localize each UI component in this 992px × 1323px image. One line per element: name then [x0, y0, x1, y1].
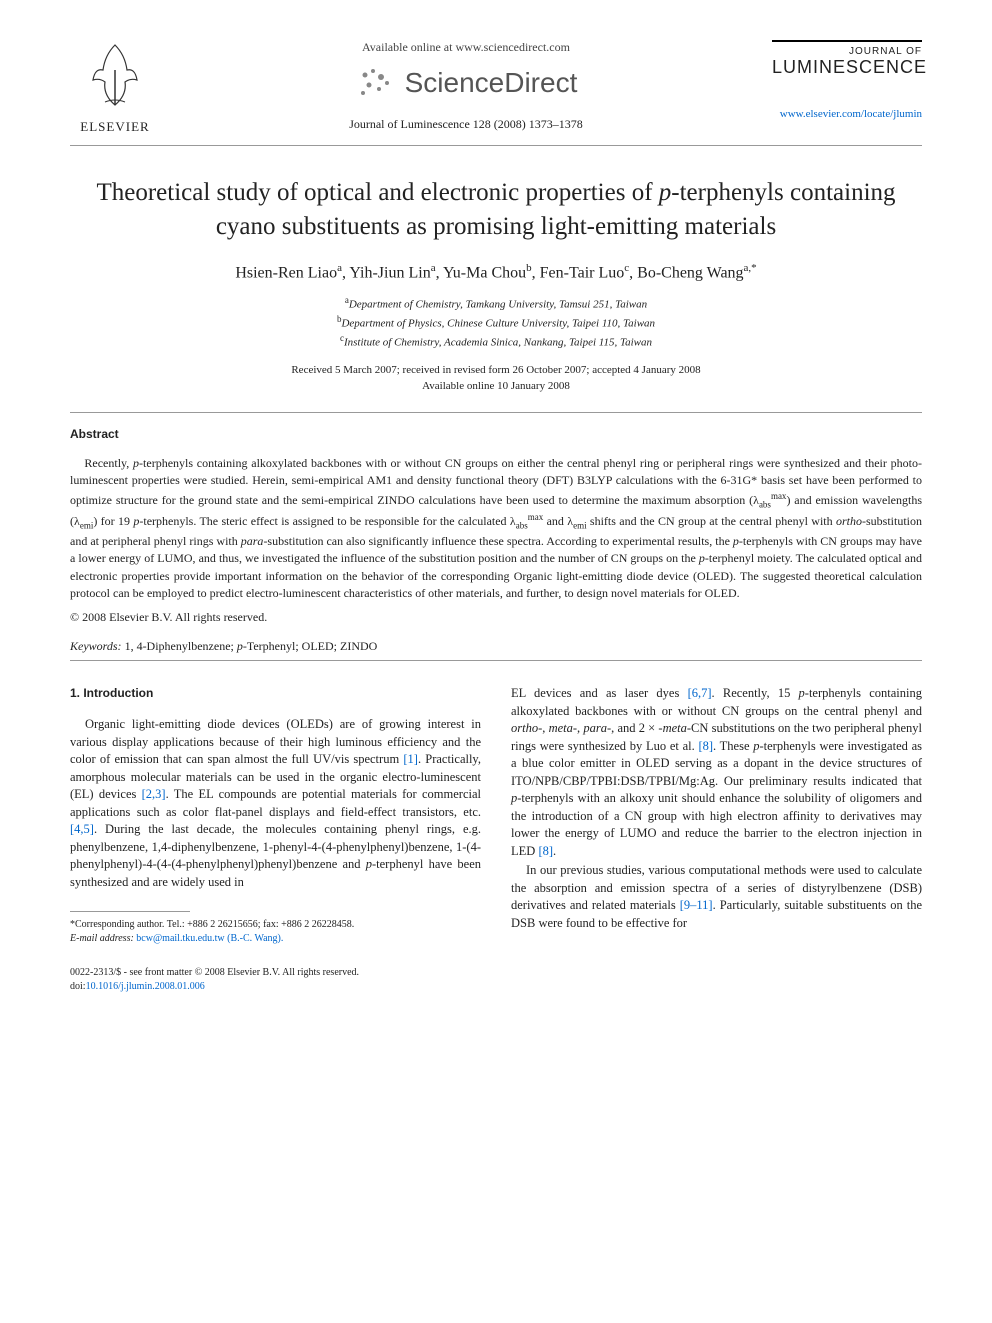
intro-paragraph-3: In our previous studies, various computa…: [511, 862, 922, 932]
top-divider: [70, 145, 922, 146]
page-header: ELSEVIER Available online at www.science…: [70, 40, 922, 135]
available-online-text: Available online at www.sciencedirect.co…: [160, 40, 772, 55]
corresponding-author-footnote: *Corresponding author. Tel.: +886 2 2621…: [70, 918, 481, 946]
corr-email-line: E-mail address: bcw@mail.tku.edu.tw (B.-…: [70, 932, 481, 946]
corr-email-link[interactable]: bcw@mail.tku.edu.tw (B.-C. Wang).: [136, 933, 283, 944]
affiliation-c: cInstitute of Chemistry, Academia Sinica…: [70, 332, 922, 351]
abstract-heading: Abstract: [70, 427, 922, 441]
footnote-rule: [70, 911, 190, 912]
doi-link[interactable]: 10.1016/j.jlumin.2008.01.006: [86, 981, 205, 992]
journal-reference: Journal of Luminescence 128 (2008) 1373–…: [160, 117, 772, 132]
journal-logo-block: JOURNAL OF LUMINESCENCE www.elsevier.com…: [772, 40, 922, 120]
journal-of-text: JOURNAL OF: [772, 46, 922, 57]
elsevier-tree-icon: [85, 40, 145, 110]
affiliation-b: bDepartment of Physics, Chinese Culture …: [70, 313, 922, 332]
doi-line: doi:10.1016/j.jlumin.2008.01.006: [70, 980, 922, 994]
keywords-text: 1, 4-Diphenylbenzene; p-Terphenyl; OLED;…: [122, 639, 378, 653]
abstract-bottom-rule: [70, 660, 922, 661]
abstract-text: Recently, p-terphenyls containing alkoxy…: [70, 455, 922, 602]
journal-url-link[interactable]: www.elsevier.com/locate/jlumin: [772, 108, 922, 120]
elsevier-text: ELSEVIER: [70, 119, 160, 135]
article-title: Theoretical study of optical and electro…: [70, 176, 922, 244]
center-header: Available online at www.sciencedirect.co…: [160, 40, 772, 132]
keywords-line: Keywords: 1, 4-Diphenylbenzene; p-Terphe…: [70, 639, 922, 654]
issn-line: 0022-2313/$ - see front matter © 2008 El…: [70, 966, 922, 980]
corr-author-line: *Corresponding author. Tel.: +886 2 2621…: [70, 918, 481, 932]
abstract-top-rule: [70, 412, 922, 413]
title-ital: p: [659, 179, 672, 206]
body-columns: 1. Introduction Organic light-emitting d…: [70, 685, 922, 946]
affiliation-a: aDepartment of Chemistry, Tamkang Univer…: [70, 294, 922, 313]
author-list: Hsien-Ren Liaoa, Yih-Jiun Lina, Yu-Ma Ch…: [70, 262, 922, 282]
copyright-line: © 2008 Elsevier B.V. All rights reserved…: [70, 610, 922, 625]
intro-paragraph-2: EL devices and as laser dyes [6,7]. Rece…: [511, 685, 922, 860]
affiliations: aDepartment of Chemistry, Tamkang Univer…: [70, 294, 922, 351]
intro-paragraph-1: Organic light-emitting diode devices (OL…: [70, 716, 481, 891]
page-footer: 0022-2313/$ - see front matter © 2008 El…: [70, 966, 922, 994]
online-date: Available online 10 January 2008: [70, 379, 922, 394]
keywords-label: Keywords:: [70, 639, 122, 653]
right-column: EL devices and as laser dyes [6,7]. Rece…: [511, 685, 922, 946]
doi-label: doi:: [70, 981, 86, 992]
article-dates: Received 5 March 2007; received in revis…: [70, 363, 922, 394]
email-label: E-mail address:: [70, 933, 134, 944]
journal-name: LUMINESCENCE: [772, 57, 922, 78]
sciencedirect-logo: ScienceDirect: [160, 63, 772, 103]
received-date: Received 5 March 2007; received in revis…: [70, 363, 922, 378]
sciencedirect-text: ScienceDirect: [405, 67, 578, 99]
elsevier-logo: ELSEVIER: [70, 40, 160, 135]
sciencedirect-icon: [355, 63, 395, 103]
left-column: 1. Introduction Organic light-emitting d…: [70, 685, 481, 946]
title-part1: Theoretical study of optical and electro…: [96, 179, 658, 206]
section-1-heading: 1. Introduction: [70, 685, 481, 702]
